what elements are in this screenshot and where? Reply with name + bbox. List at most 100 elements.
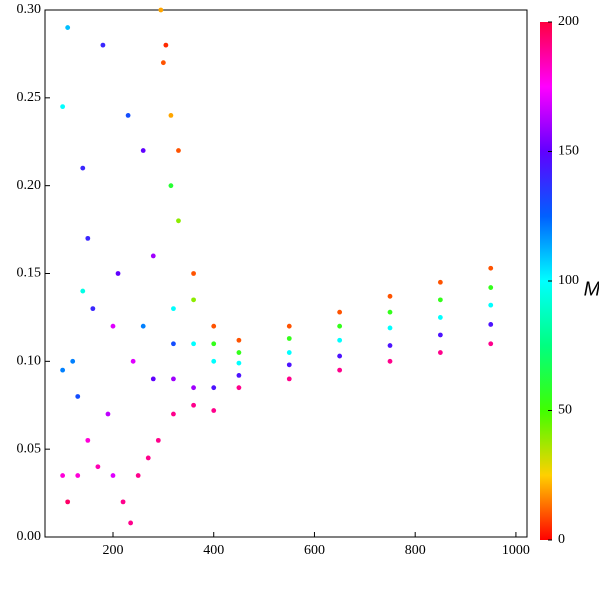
point [80,165,86,171]
point [155,437,161,443]
point [191,402,196,408]
y-tick-label: 0.25 [17,90,42,105]
point [191,297,196,303]
point [150,376,156,382]
point [145,455,151,461]
point [337,353,343,359]
point [171,376,176,382]
point [60,473,66,478]
point [488,322,494,327]
point [337,337,343,343]
point [65,25,71,30]
point [387,358,393,364]
point [437,279,443,285]
colorbar-tick-label: 100 [558,273,579,288]
point [110,473,116,478]
x-tick-label: 800 [405,543,426,558]
point [171,341,176,347]
colorbar-tick-label: 150 [558,144,579,159]
colorbar-tick-label: 200 [558,14,579,29]
point [110,323,116,329]
point [163,42,169,48]
point [337,367,343,373]
point [176,218,181,224]
point [211,323,217,329]
point [211,385,217,391]
point [236,350,242,355]
point [125,113,131,118]
point [211,358,217,364]
point [158,7,164,13]
y-tick-label: 0.10 [17,354,42,369]
y-tick-label: 0.20 [17,178,42,193]
point [211,341,217,347]
point [191,385,196,391]
point [160,60,166,66]
point [105,411,111,417]
x-tick-label: 1000 [502,543,530,558]
y-tick-label: 0.00 [17,529,42,544]
point [387,293,393,299]
point [387,325,393,331]
point [80,288,86,294]
y-tick-label: 0.05 [17,441,42,456]
point [75,473,81,478]
point [286,350,292,355]
colorbar-tick-label: 0 [558,532,565,547]
point [286,336,292,341]
colorbar-label: M [584,278,599,300]
point [115,271,121,276]
point [387,343,393,348]
point [128,520,134,526]
point [236,337,242,343]
point [286,362,292,368]
point [120,499,126,505]
point [95,464,101,470]
point [437,350,443,355]
point [171,411,176,417]
x-tick-label: 600 [304,543,325,558]
point [150,253,156,259]
colorbar-tick-label: 50 [558,403,572,418]
point [236,385,242,391]
point [85,235,91,241]
point [488,285,494,290]
point [191,341,196,347]
point [437,332,443,338]
point [488,341,494,347]
point [140,323,146,329]
point [236,372,242,378]
point [286,323,292,329]
point [168,183,174,189]
point [130,358,136,364]
point [65,499,71,505]
point [85,437,91,443]
point [70,358,76,364]
point [75,394,81,399]
point [90,306,96,312]
point [437,315,443,320]
x-tick-label: 200 [102,543,123,558]
point [171,306,176,312]
point [140,148,146,153]
y-tick-label: 0.30 [17,2,42,17]
point [191,271,196,276]
point [236,360,242,366]
point [60,104,66,110]
point [387,309,393,315]
point [211,408,217,413]
point [337,309,343,315]
point [286,376,292,382]
point [488,265,494,271]
point [437,297,443,303]
point [100,42,106,48]
y-tick-label: 0.15 [17,266,42,281]
point [60,367,66,373]
point [176,148,181,153]
point [168,113,174,118]
point [135,473,141,478]
point [337,323,343,329]
point [488,302,494,308]
x-tick-label: 400 [203,543,224,558]
